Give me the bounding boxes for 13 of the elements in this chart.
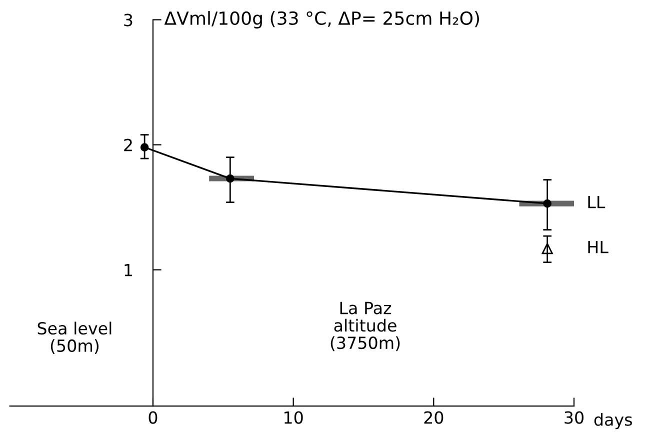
x-tick-label: 0 <box>148 411 158 424</box>
x-tick-label: 30 <box>564 411 584 424</box>
x-axis-title: days <box>594 413 632 430</box>
x-tick-label: 10 <box>284 411 303 424</box>
annotation: La Paz altitude (3750m) <box>330 302 400 352</box>
y-tick-label: 2 <box>124 138 132 152</box>
x-tick-label: 20 <box>424 411 444 424</box>
y-tick-label: 3 <box>124 14 132 26</box>
y-tick-label: 1 <box>124 264 132 276</box>
text: HL <box>588 240 608 254</box>
y-axis-title: ΔVml/100g (33 °C, ΔP= 25cm H₂O) <box>164 11 479 28</box>
text: LL <box>588 196 606 208</box>
annotation: Sea level (50m) <box>38 322 112 354</box>
